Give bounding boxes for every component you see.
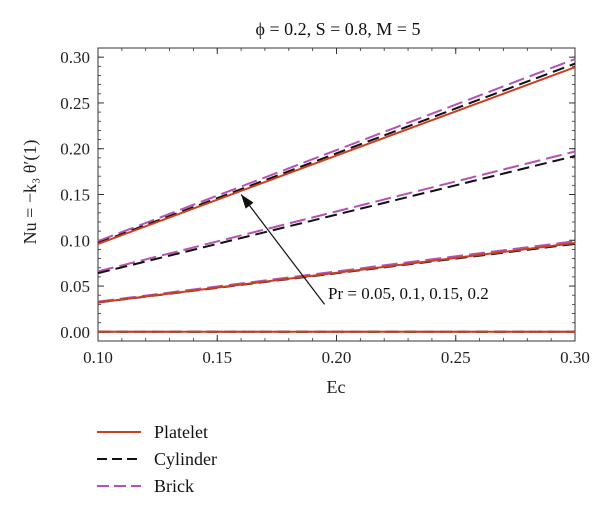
y-tick-label: 0.05	[60, 277, 90, 296]
y-tick-label: 0.25	[60, 94, 90, 113]
y-tick-label: 0.10	[60, 231, 90, 250]
legend: Platelet Cylinder Brick	[97, 422, 217, 496]
chart-title: ϕ = 0.2, S = 0.8, M = 5	[256, 19, 421, 39]
annotation-arrowhead	[241, 194, 254, 209]
series-line-platelet	[97, 242, 576, 304]
x-tick-label: 0.20	[322, 348, 352, 367]
x-tick-label: 0.25	[441, 348, 471, 367]
series-line-cylinder	[97, 155, 576, 275]
legend-label-platelet: Platelet	[154, 422, 208, 442]
series-line-cylinder	[97, 62, 576, 244]
legend-label-brick: Brick	[154, 476, 194, 496]
y-tick-label: 0.00	[60, 323, 90, 342]
legend-label-cylinder: Cylinder	[154, 449, 217, 469]
series-line-brick	[97, 150, 576, 273]
y-tick-label: 0.20	[60, 140, 90, 159]
x-axis-title: Ec	[327, 377, 346, 397]
series-line-brick	[97, 58, 576, 243]
y-tick-label: 0.15	[60, 186, 90, 205]
series-line-brick	[97, 240, 576, 303]
y-tick-label: 0.30	[60, 48, 90, 67]
series-line-platelet	[97, 66, 576, 245]
x-tick-label: 0.30	[560, 348, 590, 367]
plot-area: 0.10 0.15 0.20 0.25 0.30 0.00 0.05 0.10 0.15 0.20…	[60, 47, 590, 367]
x-tick-label: 0.15	[202, 348, 232, 367]
annotation-label: Pr = 0.05, 0.1, 0.15, 0.2	[328, 284, 489, 303]
annotation-arrow	[240, 194, 326, 305]
x-tick-label: 0.10	[83, 348, 113, 367]
y-axis-title: Nu = −k₃ θ′(1)	[20, 140, 41, 245]
